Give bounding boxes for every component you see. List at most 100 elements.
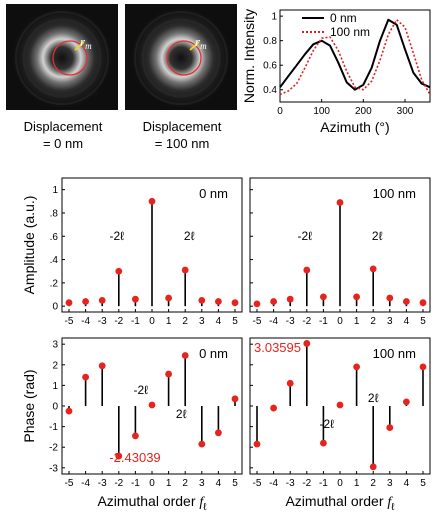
x-tick-label: 3 <box>387 478 393 489</box>
stem-point <box>286 295 294 303</box>
panel-label: 0 nm <box>199 346 228 361</box>
rm-label: rm <box>80 34 92 51</box>
radius-arrow <box>74 41 85 51</box>
y-axis-label: Phase (rad) <box>21 369 37 442</box>
stem-point <box>82 373 89 381</box>
ring-circle <box>52 40 88 76</box>
value-label: -2.43039 <box>109 450 160 465</box>
caption-right-line2: = 100 nm <box>155 136 210 151</box>
panel-label: 100 nm <box>373 346 416 361</box>
x-tick-label: 0 <box>337 478 343 489</box>
stem-point <box>369 265 377 273</box>
y-tick-label: -3 <box>49 463 58 474</box>
stem-point <box>148 197 156 205</box>
stem-point <box>353 363 360 371</box>
stem-point <box>115 452 123 460</box>
x-tick-label: 0 <box>337 316 343 327</box>
stem-point <box>132 432 139 440</box>
y-tick-label: .6 <box>50 232 59 243</box>
x-tick-label: 5 <box>420 478 426 489</box>
x-tick-label: 1 <box>166 478 172 489</box>
x-tick-label: 2 <box>182 478 188 489</box>
caption-left-line2: = 0 nm <box>43 136 83 151</box>
x-tick-label: 5 <box>232 316 238 327</box>
stem-point <box>181 352 189 359</box>
amp100-stem-chart: -5 -4 -3 -2 -1 0 1 2 3 4 5 100 nm -2ℓ 2ℓ <box>249 177 431 327</box>
series-line-1 <box>279 18 431 96</box>
stem-point <box>303 340 311 347</box>
caption-left-line1: Displacement <box>24 119 103 134</box>
stem-point <box>353 293 360 301</box>
stem-point <box>336 199 344 206</box>
stem-point <box>253 440 261 448</box>
y-tick-label: 2 <box>52 360 58 371</box>
x-tick-label: -3 <box>98 478 107 489</box>
stem-point <box>98 362 106 370</box>
x-tick-label: 1 <box>354 316 360 327</box>
x-tick-label: -1 <box>131 316 140 327</box>
y-tick-label: -1 <box>49 422 58 433</box>
order-annotation: 2ℓ <box>372 229 383 243</box>
stem-point <box>386 424 394 432</box>
x-tick-label: 2 <box>370 478 376 489</box>
y-tick-label: 0.4 <box>263 85 277 96</box>
x-tick-label: 100 <box>313 106 330 117</box>
x-tick-label: -3 <box>98 316 107 327</box>
x-tick-label: -2 <box>114 316 123 327</box>
legend-label: 100 nm <box>330 25 370 39</box>
x-tick-label: -4 <box>81 478 90 489</box>
order-annotation: 2ℓ <box>176 407 187 421</box>
x-tick-label: -4 <box>269 316 278 327</box>
stem-point <box>231 395 239 403</box>
x-tick-label: 3 <box>199 316 205 327</box>
x-tick-label: 3 <box>387 316 393 327</box>
x-axis-label: Azimuthal order fℓ <box>97 493 207 513</box>
x-tick-label: -5 <box>253 478 262 489</box>
x-tick-label: 200 <box>355 106 372 117</box>
x-tick-label: -1 <box>131 478 140 489</box>
x-tick-label: -2 <box>302 478 311 489</box>
order-annotation: -2ℓ <box>320 417 335 431</box>
stem-point <box>198 296 206 304</box>
plot-frame <box>279 9 431 103</box>
y-tick-label: .4 <box>50 255 59 266</box>
y-tick-label: 1 <box>271 12 277 23</box>
stem-point <box>253 300 261 308</box>
x-tick-label: -2 <box>302 316 311 327</box>
stem-point <box>403 298 410 305</box>
x-tick-label: 300 <box>397 106 414 117</box>
rm-label: rm <box>195 34 207 51</box>
stem-point <box>148 401 156 409</box>
x-tick-label: 5 <box>420 316 426 327</box>
x-tick-label: 0 <box>149 478 155 489</box>
legend-label: 0 nm <box>330 11 357 25</box>
x-tick-label: -5 <box>65 478 74 489</box>
speckle-image-100nm: rm <box>125 4 237 110</box>
stem-point <box>98 296 106 304</box>
panel-label: 0 nm <box>199 186 228 201</box>
series-line-0 <box>279 18 431 91</box>
y-tick-label: 1 <box>52 185 58 196</box>
x-tick-label: 4 <box>404 316 410 327</box>
stem-point <box>82 298 89 305</box>
order-annotation: -2ℓ <box>134 383 149 397</box>
stem-point <box>215 429 222 437</box>
stem-point <box>115 267 123 275</box>
value-label: 3.03595 <box>254 340 301 355</box>
stem-point <box>270 404 277 412</box>
stem-point <box>231 299 239 307</box>
stem-point <box>65 407 73 415</box>
y-tick-label: 1 <box>52 381 58 392</box>
x-tick-label: 2 <box>182 316 188 327</box>
stem-point <box>132 295 139 303</box>
x-tick-label: -5 <box>253 316 262 327</box>
stem-point <box>386 294 394 302</box>
y-axis-label: Norm. Intensity <box>241 9 257 103</box>
x-tick-label: -4 <box>269 478 278 489</box>
x-tick-label: -4 <box>81 316 90 327</box>
x-tick-label: -1 <box>319 478 328 489</box>
